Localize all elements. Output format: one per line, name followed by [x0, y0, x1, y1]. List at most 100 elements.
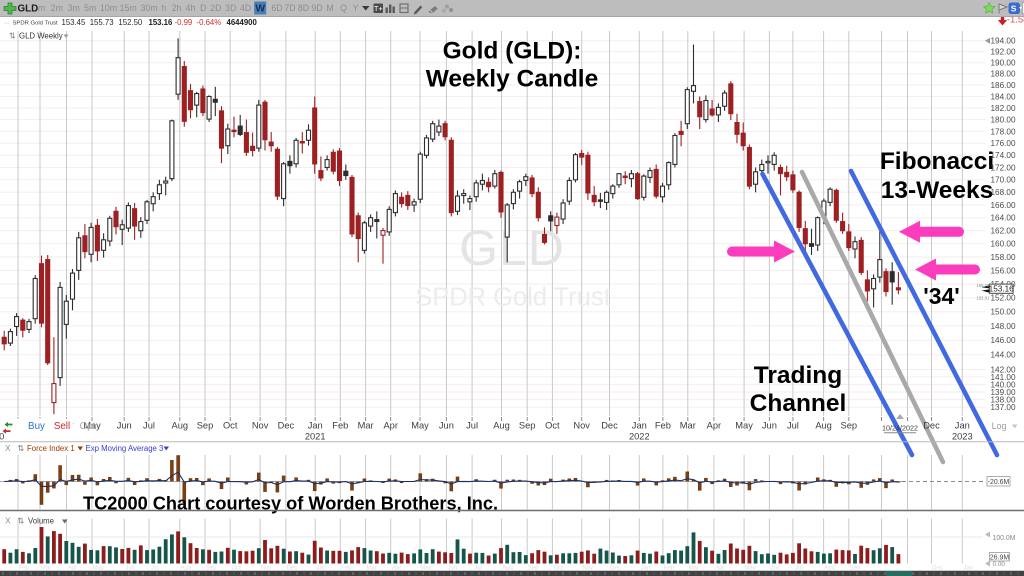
svg-text:GLD: GLD	[459, 220, 565, 276]
svg-text:...: ...	[4, 18, 10, 25]
svg-text:182.00: 182.00	[991, 104, 1016, 113]
svg-text:Mar: Mar	[680, 420, 696, 430]
svg-text:2022: 2022	[629, 432, 650, 442]
svg-text:3D: 3D	[225, 3, 236, 13]
svg-text:Dec: Dec	[287, 566, 298, 572]
svg-text:h: h	[161, 3, 166, 13]
svg-text:Mar: Mar	[358, 420, 374, 430]
svg-text:Jan: Jan	[308, 420, 323, 430]
svg-text:Jan: Jan	[955, 420, 970, 430]
svg-text:2021: 2021	[305, 432, 326, 442]
svg-text:Feb: Feb	[332, 420, 348, 430]
svg-text:Jan: Jan	[640, 566, 650, 572]
svg-text:166.00: 166.00	[991, 201, 1016, 210]
svg-text:153.45: 153.45	[62, 18, 87, 27]
svg-text:Q: Q	[340, 3, 347, 13]
svg-text:Nov: Nov	[252, 420, 269, 430]
svg-text:Exp Moving Average 3: Exp Moving Average 3	[86, 444, 164, 453]
svg-text:m: m	[38, 3, 45, 13]
svg-text:Jul: Jul	[143, 420, 155, 430]
svg-text:Jan: Jan	[632, 420, 647, 430]
svg-text:Mar: Mar	[689, 566, 699, 572]
svg-text:15m: 15m	[120, 3, 137, 13]
svg-text:148.00: 148.00	[991, 322, 1016, 331]
svg-text:137.00: 137.00	[991, 403, 1016, 412]
svg-text:8D: 8D	[298, 3, 309, 13]
svg-text:158.00: 158.00	[991, 253, 1016, 262]
svg-text:May: May	[420, 566, 431, 572]
svg-text:May: May	[83, 420, 101, 430]
svg-text:180.00: 180.00	[991, 116, 1016, 125]
svg-text:'34': '34'	[923, 283, 960, 309]
svg-text:Sell: Sell	[54, 421, 70, 432]
svg-text:4644900: 4644900	[227, 18, 258, 27]
svg-text:Dec: Dec	[601, 420, 618, 430]
svg-text:Apr: Apr	[392, 566, 401, 572]
svg-text:Oct: Oct	[554, 566, 564, 572]
svg-text:Jul: Jul	[151, 566, 159, 572]
svg-text:Nov: Nov	[261, 566, 272, 572]
svg-text:Aug: Aug	[815, 420, 832, 430]
svg-text:152.50: 152.50	[118, 18, 143, 27]
svg-text:Volume: Volume	[28, 517, 54, 526]
svg-text:2020: 2020	[0, 432, 4, 442]
svg-text:Apr: Apr	[715, 566, 724, 572]
svg-text:May: May	[744, 566, 755, 572]
svg-text:Force Index 1: Force Index 1	[27, 444, 75, 453]
svg-text:176.00: 176.00	[991, 139, 1016, 148]
svg-text:164.00: 164.00	[991, 214, 1016, 223]
svg-text:Opt: Opt	[80, 421, 96, 432]
svg-text:Feb: Feb	[655, 420, 671, 430]
svg-text:D: D	[200, 3, 206, 13]
svg-text:2h: 2h	[172, 3, 182, 13]
svg-text:TC2000 Chart courtesy of Worde: TC2000 Chart courtesy of Worden Brothers…	[83, 494, 498, 514]
svg-text:Trading: Trading	[754, 362, 842, 389]
svg-text:155.73: 155.73	[977, 283, 990, 288]
svg-text:⇅: ⇅	[17, 444, 24, 453]
svg-text:142.00: 142.00	[991, 365, 1016, 374]
svg-text:Oct: Oct	[545, 420, 560, 430]
svg-text:Sep: Sep	[841, 420, 858, 430]
svg-text:-0.99: -0.99	[175, 18, 193, 27]
svg-text:174.00: 174.00	[991, 151, 1016, 160]
svg-text:190.00: 190.00	[991, 59, 1016, 68]
svg-text:150.00: 150.00	[991, 308, 1016, 317]
svg-text:Jan: Jan	[316, 566, 326, 572]
svg-text:Sep: Sep	[206, 566, 217, 572]
svg-text:Apr: Apr	[68, 566, 77, 572]
svg-text:13-Weeks: 13-Weeks	[881, 177, 994, 204]
svg-text:Mar: Mar	[41, 566, 51, 572]
svg-text:138.00: 138.00	[991, 396, 1016, 405]
svg-text:4D: 4D	[240, 3, 251, 13]
svg-text:Apr: Apr	[383, 420, 397, 430]
svg-text:Jun: Jun	[771, 566, 781, 572]
svg-text:Nov: Nov	[573, 420, 590, 430]
svg-text:Dec: Dec	[932, 566, 943, 572]
svg-text:170.00: 170.00	[991, 176, 1016, 185]
svg-text:10m: 10m	[100, 3, 117, 13]
svg-text:6D: 6D	[271, 3, 282, 13]
svg-text:S: S	[1011, 3, 1017, 13]
svg-text:Feb: Feb	[664, 566, 675, 572]
svg-text:144.00: 144.00	[991, 351, 1016, 360]
svg-text:156.00: 156.00	[991, 266, 1016, 275]
svg-text:168.00: 168.00	[991, 188, 1016, 197]
svg-text:Jul: Jul	[787, 420, 799, 430]
svg-text:4h: 4h	[186, 3, 196, 13]
svg-text:-1.58: -1.58	[1007, 17, 1024, 26]
svg-text:Nov: Nov	[582, 566, 593, 572]
svg-text:SPDR Gold Trust: SPDR Gold Trust	[13, 20, 59, 26]
svg-text:May: May	[92, 566, 103, 572]
svg-text:10/24/2022: 10/24/2022	[882, 424, 918, 433]
svg-text:M: M	[326, 3, 333, 13]
svg-text:T+: T+	[374, 4, 384, 13]
svg-text:Jun: Jun	[117, 420, 132, 430]
svg-text:Channel: Channel	[750, 390, 847, 417]
svg-text:W: W	[255, 4, 265, 15]
svg-text:GLD: GLD	[18, 4, 39, 15]
svg-text:153.16: 153.16	[989, 285, 1014, 294]
svg-text:184.00: 184.00	[991, 92, 1016, 101]
svg-text:160.00: 160.00	[991, 240, 1016, 249]
svg-text:140.00: 140.00	[991, 380, 1016, 389]
svg-text:Sep: Sep	[519, 420, 536, 430]
